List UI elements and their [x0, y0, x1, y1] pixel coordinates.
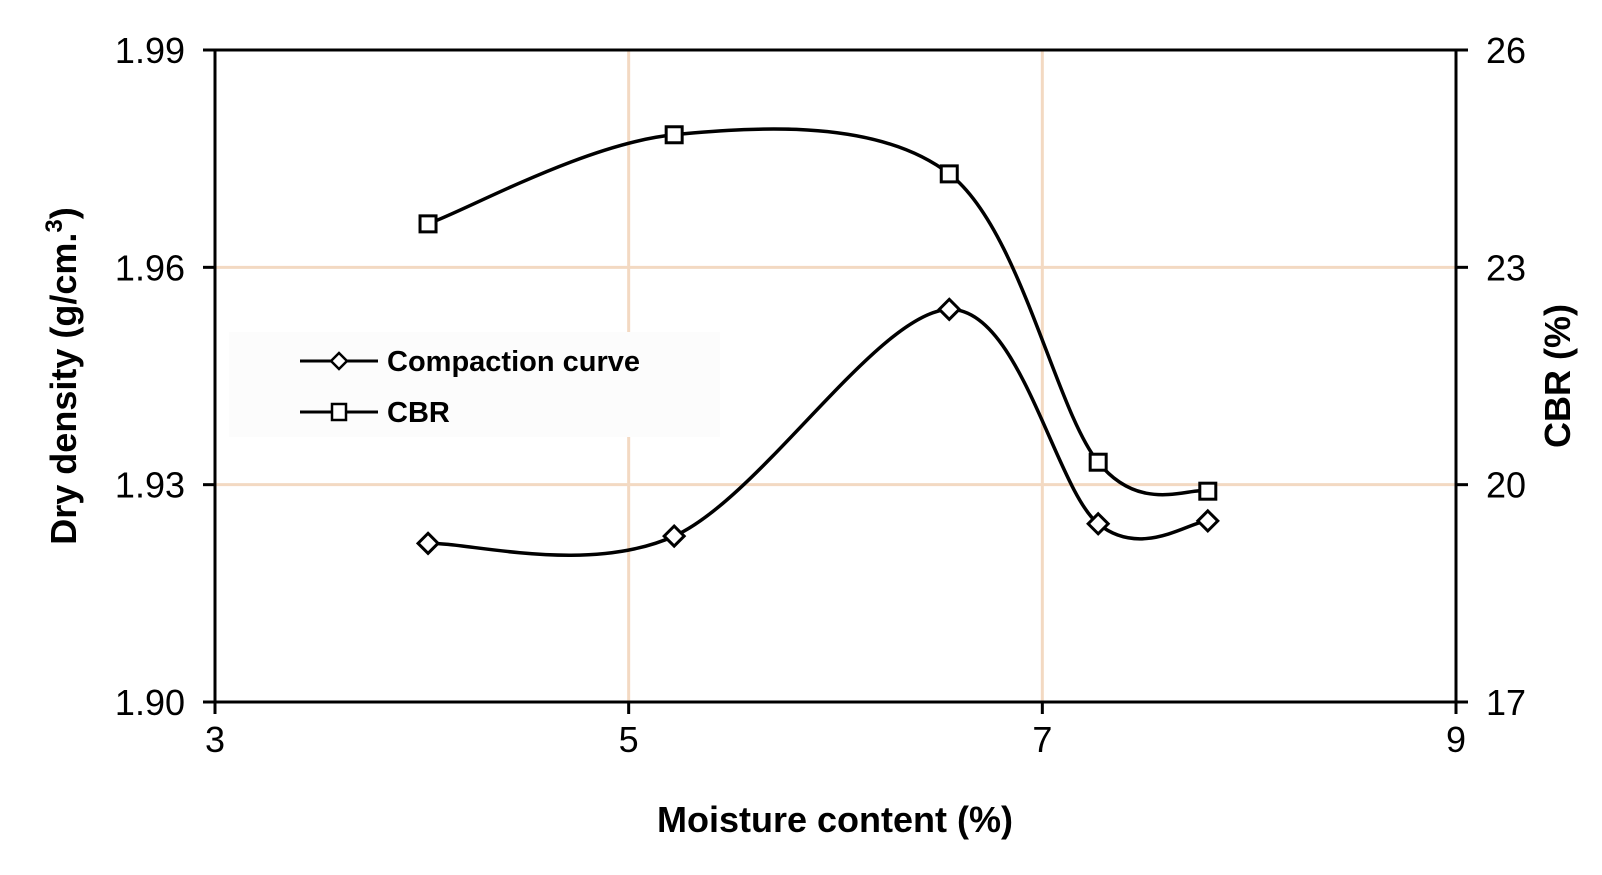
y-axis-right-title: CBR (%) [1537, 304, 1578, 448]
y-tick-label: 1.90 [115, 682, 185, 723]
legend: Compaction curve CBR [300, 346, 640, 429]
y-axis-right-ticks: 17 20 23 26 [1456, 30, 1526, 723]
y-axis-left-title-sup: 3 [41, 219, 68, 232]
series-layer [415, 125, 1220, 557]
y2-tick-label: 17 [1486, 682, 1526, 723]
y2-tick-label: 23 [1486, 247, 1526, 288]
legend-label-cbr: CBR [387, 397, 450, 429]
square-marker-icon [1088, 452, 1108, 472]
y-tick-label: 1.96 [115, 247, 185, 288]
diamond-marker-icon [1086, 511, 1111, 536]
y2-tick-label: 26 [1486, 30, 1526, 71]
legend-item-compaction: Compaction curve [300, 346, 640, 378]
diamond-marker-icon [937, 297, 962, 322]
legend-item-cbr: CBR [300, 397, 450, 429]
x-tick-label: 5 [619, 719, 639, 760]
y-axis-left-title: Dry density (g/cm.3) [41, 207, 84, 544]
diamond-marker-icon [662, 523, 687, 549]
square-marker-icon [1198, 481, 1218, 501]
x-tick-label: 7 [1032, 719, 1052, 760]
y-axis-left-title-main: Dry density (g/cm. [43, 233, 84, 545]
square-marker-icon [664, 125, 684, 145]
legend-box [229, 332, 720, 437]
diamond-marker-icon [415, 531, 441, 556]
x-axis-ticks: 3 5 7 9 [205, 702, 1466, 760]
y-axis-left-ticks: 1.90 1.93 1.96 1.99 [115, 30, 215, 723]
y-axis-left-title-close: ) [43, 207, 84, 219]
diamond-marker-icon [1195, 508, 1220, 534]
series-compaction-curve [415, 297, 1220, 557]
square-marker-icon [418, 214, 438, 234]
series-line [427, 127, 1209, 497]
y-tick-label: 1.93 [115, 465, 185, 506]
plot-area-frame [213, 48, 1458, 704]
y-tick-label: 1.99 [115, 30, 185, 71]
square-marker-icon [330, 402, 348, 422]
diamond-marker-icon [329, 351, 349, 371]
legend-label-compaction: Compaction curve [387, 346, 640, 378]
y2-tick-label: 20 [1486, 465, 1526, 506]
x-tick-label: 3 [205, 719, 225, 760]
square-marker-icon [939, 164, 959, 184]
x-tick-label: 9 [1446, 719, 1466, 760]
series-cbr [418, 125, 1218, 501]
x-axis-title: Moisture content (%) [657, 799, 1013, 840]
